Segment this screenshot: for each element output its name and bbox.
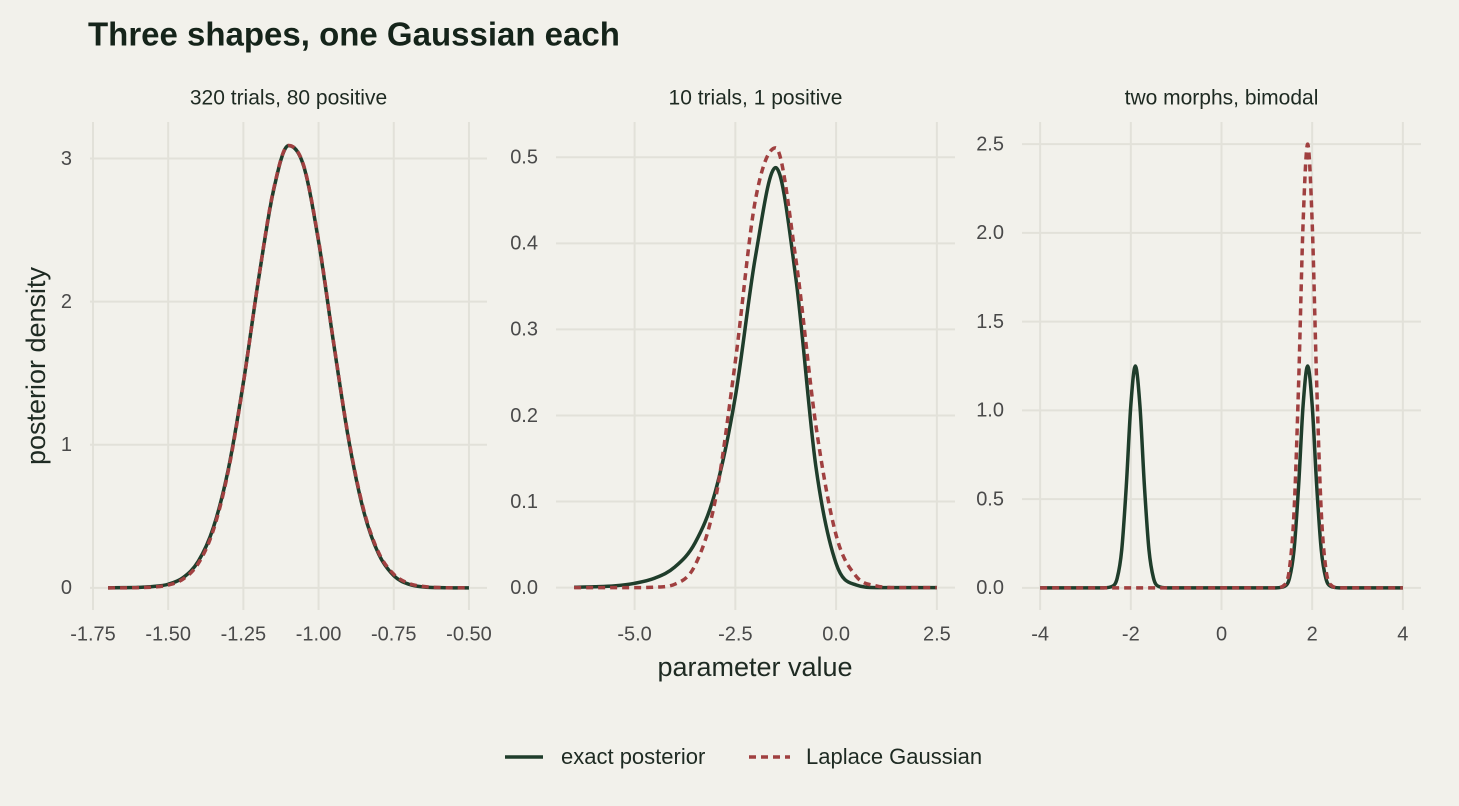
x-tick-label: -1.25 <box>221 623 267 645</box>
y-tick-label: 0.4 <box>510 233 538 255</box>
series-line <box>108 143 469 590</box>
y-tick-label: 0.0 <box>510 577 538 599</box>
x-tick-label: -0.75 <box>371 623 417 645</box>
x-tick-label: 2.5 <box>923 623 951 645</box>
x-tick-label: 0 <box>1216 623 1227 645</box>
y-tick-label: 0.1 <box>510 491 538 513</box>
y-tick-label: 2.0 <box>976 222 1004 244</box>
y-tick-label: 3 <box>61 148 72 170</box>
panel: 320 trials, 80 positive 0 1 2 3 -1.75 -1.50 -1.… <box>61 87 492 646</box>
y-tick-label: 0.5 <box>510 147 538 169</box>
x-tick-label: -2 <box>1122 623 1140 645</box>
y-tick-label: 0 <box>61 577 72 599</box>
x-tick-label: -1.75 <box>70 623 116 645</box>
y-tick-label: 2.5 <box>976 133 1004 155</box>
x-tick-label: -1.50 <box>145 623 191 645</box>
y-tick-label: 0.2 <box>510 405 538 427</box>
series-line <box>574 146 937 590</box>
y-tick-label: 1 <box>61 434 72 456</box>
x-tick-label: -1.00 <box>296 623 342 645</box>
y-tick-label: 1.0 <box>976 400 1004 422</box>
x-axis-title: parameter value <box>657 652 852 682</box>
x-tick-label: 4 <box>1397 623 1408 645</box>
x-tick-label: -2.5 <box>718 623 752 645</box>
y-axis-title: posterior density <box>21 266 51 465</box>
y-tick-label: 0.0 <box>976 577 1004 599</box>
panel-title: two morphs, bimodal <box>1125 87 1319 110</box>
x-tick-label: -4 <box>1031 623 1049 645</box>
legend-label: exact posterior <box>561 744 705 769</box>
y-tick-label: 0.5 <box>976 488 1004 510</box>
y-tick-label: 2 <box>61 291 72 313</box>
panel: two morphs, bimodal 0.0 0.5 1.0 1.5 2.0 2.5 -4 -… <box>976 87 1421 645</box>
panel: 10 trials, 1 positive 0.0 0.1 0.2 0.3 0.4 0.5 -… <box>510 87 955 645</box>
legend: exact posterior Laplace Gaussian <box>505 744 982 769</box>
x-tick-label: -5.0 <box>617 623 651 645</box>
y-tick-label: 0.3 <box>510 319 538 341</box>
x-tick-label: -0.50 <box>446 623 492 645</box>
x-tick-label: 0.0 <box>822 623 850 645</box>
legend-label: Laplace Gaussian <box>806 744 982 769</box>
y-tick-label: 1.5 <box>976 311 1004 333</box>
series-line <box>574 165 937 590</box>
panel-title: 320 trials, 80 positive <box>190 87 387 110</box>
panel-title: 10 trials, 1 positive <box>669 87 843 110</box>
series-line <box>1040 142 1403 590</box>
x-tick-label: 2 <box>1307 623 1318 645</box>
chart-title: Three shapes, one Gaussian each <box>88 16 620 53</box>
